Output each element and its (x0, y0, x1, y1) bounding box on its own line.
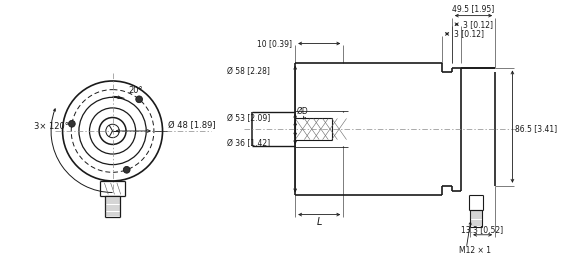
Text: L: L (316, 217, 322, 227)
Text: 3 [0.12]: 3 [0.12] (454, 29, 484, 38)
Circle shape (123, 166, 130, 173)
Text: M12 × 1: M12 × 1 (458, 246, 491, 255)
Text: Ø 53 [2.09]: Ø 53 [2.09] (227, 114, 270, 123)
Circle shape (136, 96, 143, 103)
Text: ØD: ØD (297, 107, 309, 116)
Text: Ø 48 [1.89]: Ø 48 [1.89] (168, 121, 216, 130)
Text: 13.3 [0.52]: 13.3 [0.52] (461, 225, 503, 234)
Circle shape (69, 120, 75, 127)
Text: Ø 58 [2.28]: Ø 58 [2.28] (227, 68, 270, 76)
Text: 49.5 [1.95]: 49.5 [1.95] (452, 4, 495, 13)
Text: 86.5 [3.41]: 86.5 [3.41] (515, 124, 557, 134)
Text: 10 [0.39]: 10 [0.39] (257, 39, 293, 48)
Text: 3 [0.12]: 3 [0.12] (463, 20, 494, 29)
Text: Ø 36 [1.42]: Ø 36 [1.42] (227, 139, 270, 148)
Text: 3× 120°: 3× 120° (34, 122, 69, 131)
Text: 20°: 20° (128, 86, 143, 95)
